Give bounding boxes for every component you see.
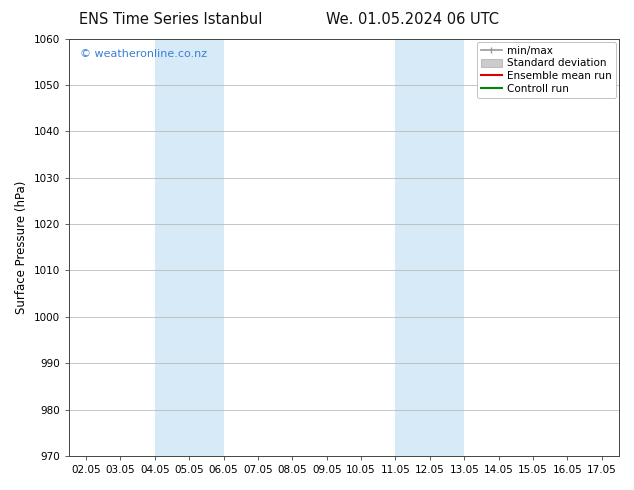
Bar	[396, 39, 464, 456]
Text: © weatheronline.co.nz: © weatheronline.co.nz	[80, 49, 207, 59]
Bar	[155, 39, 224, 456]
Legend: min/max, Standard deviation, Ensemble mean run, Controll run: min/max, Standard deviation, Ensemble me…	[477, 42, 616, 98]
Text: We. 01.05.2024 06 UTC: We. 01.05.2024 06 UTC	[326, 12, 498, 27]
Text: ENS Time Series Istanbul: ENS Time Series Istanbul	[79, 12, 263, 27]
Y-axis label: Surface Pressure (hPa): Surface Pressure (hPa)	[15, 181, 28, 314]
